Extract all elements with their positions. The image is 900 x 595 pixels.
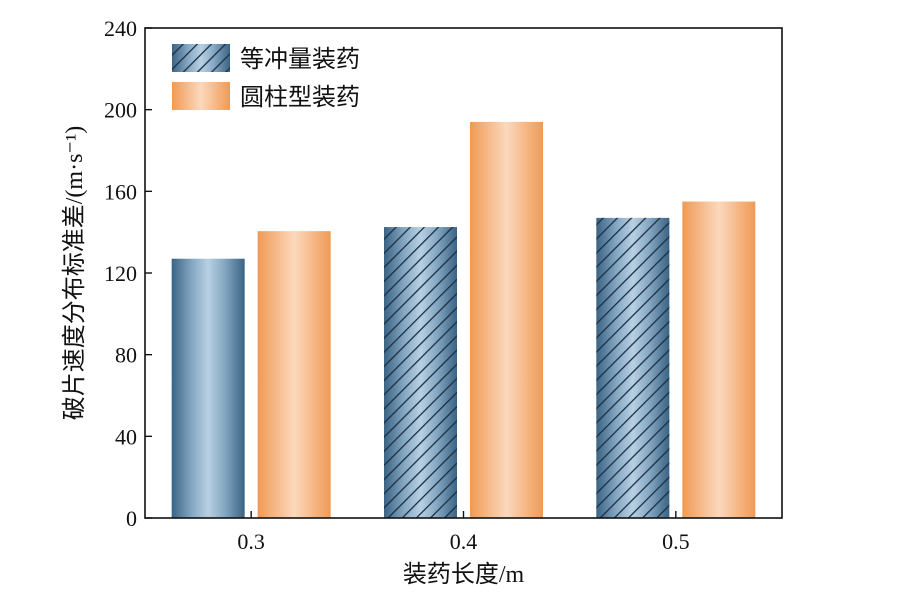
bar-equal-impulse-0.3 [171, 258, 245, 518]
legend-label: 圆柱型装药 [240, 84, 360, 111]
bar-fill [171, 258, 245, 518]
y-tick-label: 120 [104, 261, 137, 286]
legend-item-cylindrical: 圆柱型装药 [172, 82, 360, 111]
bar-cylindrical-0.4 [470, 121, 543, 519]
bar-cylindrical-0.5 [682, 201, 756, 518]
legend-label: 等冲量装药 [240, 46, 360, 73]
y-axis-label: 破片速度分布标准差/(m·s⁻¹) [61, 126, 88, 421]
y-tick-label: 0 [126, 506, 137, 531]
bar-equal-impulse-0.4 [384, 227, 457, 518]
legend-swatch-hatch [172, 44, 230, 72]
y-tick-label: 200 [104, 98, 137, 123]
x-tick-label: 0.5 [662, 529, 690, 554]
x-tick-label: 0.4 [450, 529, 478, 554]
axes-layer: 0 40 80 120 160 200 240 0.3 0.4 0.5 装药长度/m 破片速度分布标准… [61, 16, 783, 588]
bar-fill [470, 121, 543, 519]
bar-fill [257, 231, 331, 519]
y-tick-label: 80 [115, 343, 137, 368]
legend-swatch [172, 82, 230, 110]
y-tick-label: 240 [104, 16, 137, 41]
bar-hatch [384, 227, 457, 518]
legend-item-equal-impulse: 等冲量装药 [172, 44, 360, 73]
bars-layer [171, 121, 756, 519]
bar-hatch [596, 217, 670, 518]
bar-cylindrical-0.3 [257, 231, 331, 519]
y-tick-label: 40 [115, 424, 137, 449]
x-tick-label: 0.3 [237, 529, 265, 554]
bar-equal-impulse-0.5 [596, 217, 670, 518]
bar-fill [682, 201, 756, 518]
x-axis-label: 装药长度/m [403, 561, 525, 588]
y-tick-label: 160 [104, 179, 137, 204]
